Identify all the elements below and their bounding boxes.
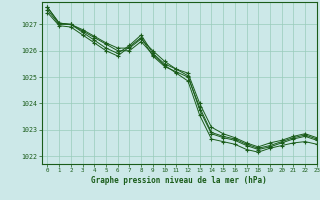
- X-axis label: Graphe pression niveau de la mer (hPa): Graphe pression niveau de la mer (hPa): [91, 176, 267, 185]
